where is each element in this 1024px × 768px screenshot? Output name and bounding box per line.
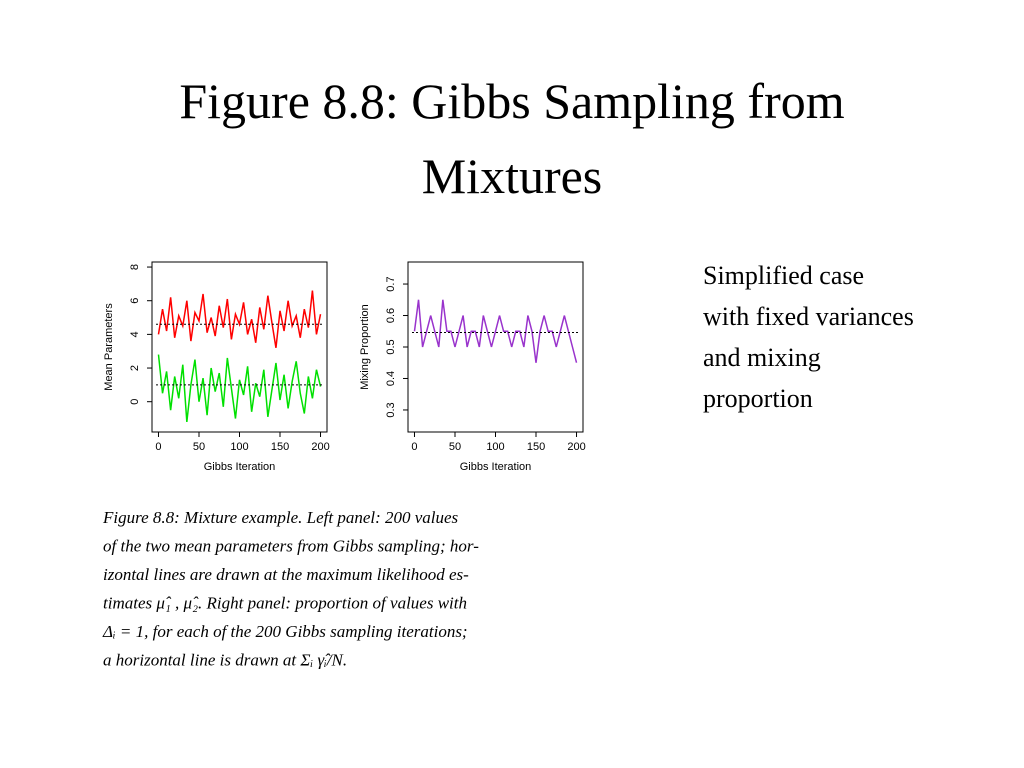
y-tick-label: 2 — [129, 365, 141, 371]
x-tick-label: 150 — [527, 441, 545, 453]
y-tick-label: 0.7 — [385, 276, 397, 291]
y-tick-label: 0.6 — [385, 308, 397, 323]
series-line — [413, 299, 578, 363]
y-axis-label: Mixing Proportion — [359, 304, 371, 390]
x-tick-label: 0 — [411, 441, 417, 453]
y-tick-label: 6 — [129, 298, 141, 304]
x-tick-label: 200 — [311, 441, 329, 453]
series-line — [157, 354, 322, 422]
note-line: proportion — [703, 384, 813, 413]
caption-line: Δᵢ = 1, for each of the 200 Gibbs sampli… — [102, 622, 468, 641]
plot-frame — [151, 261, 328, 433]
x-tick-label: 150 — [271, 441, 289, 453]
slide-title: Figure 8.8: Gibbs Sampling from — [179, 73, 844, 129]
y-tick-label: 0.3 — [385, 402, 397, 417]
y-tick-label: 0.4 — [385, 371, 397, 386]
caption-line: Figure 8.8: Mixture example. Left panel:… — [102, 508, 459, 527]
slide-title: Mixtures — [422, 148, 603, 204]
x-axis-label: Gibbs Iteration — [204, 461, 276, 473]
caption-line: of the two mean parameters from Gibbs sa… — [103, 537, 479, 556]
x-tick-label: 200 — [567, 441, 585, 453]
series-line — [157, 290, 322, 348]
x-axis-label: Gibbs Iteration — [460, 461, 532, 473]
caption-line: izontal lines are drawn at the maximum l… — [103, 565, 469, 584]
note-line: Simplified case — [703, 261, 864, 290]
note-line: and mixing — [703, 343, 821, 372]
x-tick-label: 0 — [155, 441, 161, 453]
x-tick-label: 100 — [486, 441, 504, 453]
caption-line: a horizontal line is drawn at Σᵢ γ̂ᵢ/N. — [103, 651, 347, 670]
y-tick-label: 0 — [129, 399, 141, 405]
y-tick-label: 8 — [129, 264, 141, 270]
caption-line: timates μ̂₁ , μ̂₂. Right panel: proporti… — [103, 594, 467, 613]
y-axis-label: Mean Parameters — [103, 303, 115, 391]
y-tick-label: 4 — [129, 331, 141, 337]
note-line: with fixed variances — [703, 302, 914, 331]
x-tick-label: 50 — [193, 441, 205, 453]
x-tick-label: 100 — [230, 441, 248, 453]
y-tick-label: 0.5 — [385, 339, 397, 354]
x-tick-label: 50 — [449, 441, 461, 453]
